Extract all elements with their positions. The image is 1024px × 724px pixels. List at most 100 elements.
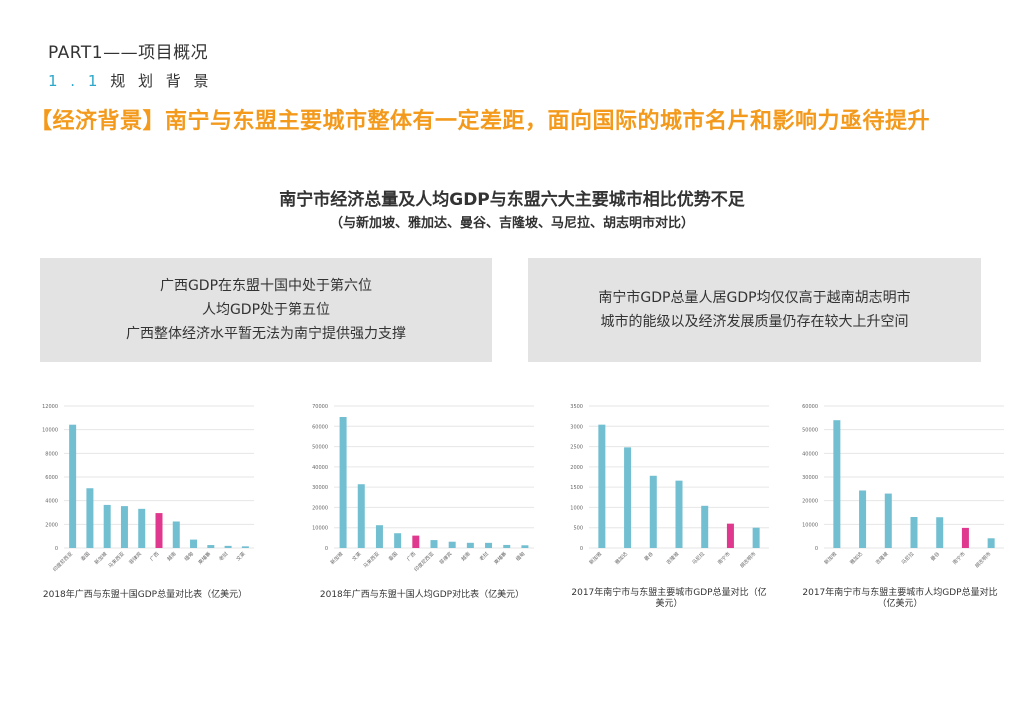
x-tick-label: 文莱 bbox=[235, 550, 247, 562]
bar-印度尼西亚 bbox=[69, 424, 77, 548]
summary-box-left: 广西GDP在东盟十国中处于第六位 人均GDP处于第五位 广西整体经济水平暂无法为… bbox=[40, 258, 492, 362]
bar-老挝 bbox=[224, 545, 232, 548]
bar-泰国 bbox=[86, 488, 94, 548]
y-tick-label: 1000 bbox=[570, 505, 583, 511]
x-tick-label: 马来西亚 bbox=[362, 550, 381, 569]
bar-柬埔寨 bbox=[503, 544, 511, 548]
y-tick-label: 3000 bbox=[570, 424, 583, 430]
bar-吉隆坡 bbox=[675, 480, 683, 548]
x-tick-label: 柬埔寨 bbox=[493, 550, 509, 566]
y-tick-label: 12000 bbox=[42, 404, 58, 410]
x-tick-label: 雅加达 bbox=[848, 550, 864, 566]
bar-老挝 bbox=[485, 542, 493, 548]
bar-缅甸 bbox=[190, 539, 198, 548]
y-tick-label: 0 bbox=[325, 546, 328, 552]
chart-caption-per-capita-2018: 2018年广西与东盟十国人均GDP对比表（亿美元） bbox=[319, 590, 525, 600]
y-tick-label: 3500 bbox=[570, 404, 583, 410]
summary-right-line2: 城市的能级以及经济发展质量仍存在较大上升空间 bbox=[600, 314, 909, 330]
y-tick-label: 30000 bbox=[312, 485, 328, 491]
bar-缅甸 bbox=[521, 545, 529, 548]
x-tick-label: 泰国 bbox=[387, 550, 399, 562]
x-tick-label: 越南 bbox=[460, 550, 472, 562]
y-tick-label: 50000 bbox=[802, 428, 818, 434]
bar-chart-city-gdp-2017: 0 500 1000 1500 2000 2500 3000 3500 新加坡 雅加达 曼谷 吉隆坡马… bbox=[570, 404, 769, 570]
y-tick-label: 30000 bbox=[802, 475, 818, 481]
x-tick-label: 老挝 bbox=[478, 550, 490, 562]
y-tick-label: 60000 bbox=[312, 424, 328, 430]
bar-雅加达 bbox=[859, 490, 867, 548]
summary-right-line1: 南宁市GDP总量人居GDP均仅仅高于越南胡志明市 bbox=[598, 290, 911, 306]
y-tick-label: 40000 bbox=[802, 451, 818, 457]
bar-马尼拉 bbox=[701, 505, 709, 548]
bar-曼谷 bbox=[936, 517, 944, 548]
y-tick-label: 40000 bbox=[312, 465, 328, 471]
summary-left-line2: 人均GDP处于第五位 bbox=[201, 302, 331, 318]
summary-left-line1: 广西GDP在东盟十国中处于第六位 bbox=[159, 278, 373, 294]
x-tick-label: 马尼拉 bbox=[691, 550, 707, 566]
bar-chart-gdp-2018: 0 2000 4000 6000 8000 10000 12000 印度尼西亚 泰国 新加坡马来西… bbox=[42, 404, 254, 573]
y-tick-label: 10000 bbox=[312, 526, 328, 532]
bar-菲律宾 bbox=[448, 541, 456, 548]
y-tick-label: 1500 bbox=[570, 485, 583, 491]
bar-广西 bbox=[412, 535, 420, 548]
bar-新加坡 bbox=[103, 504, 111, 548]
chart-heading: 南宁市经济总量及人均GDP与东盟六大主要城市相比优势不足 bbox=[279, 190, 745, 210]
bar-曼谷 bbox=[649, 475, 657, 548]
y-tick-label: 2500 bbox=[570, 445, 583, 451]
x-tick-label: 泰国 bbox=[79, 550, 91, 562]
y-tick-label: 6000 bbox=[45, 475, 58, 481]
x-tick-label: 缅甸 bbox=[183, 550, 195, 562]
summary-left-line3: 广西整体经济水平暂无法为南宁提供强力支撑 bbox=[126, 326, 406, 342]
bar-印度尼西亚 bbox=[430, 540, 438, 548]
x-tick-label: 广西 bbox=[148, 550, 160, 562]
y-tick-label: 10000 bbox=[42, 428, 58, 434]
x-tick-label: 曼谷 bbox=[929, 550, 941, 562]
y-tick-label: 10000 bbox=[802, 522, 818, 528]
bar-广西 bbox=[155, 513, 163, 548]
bar-菲律宾 bbox=[138, 508, 146, 548]
section-title: 1 . 1 规 划 背 景 bbox=[48, 70, 213, 91]
x-tick-label: 新加坡 bbox=[588, 550, 604, 566]
y-tick-label: 70000 bbox=[312, 404, 328, 410]
bar-越南 bbox=[466, 542, 474, 548]
bar-chart-per-capita-2018: 0 10000 20000 30000 40000 50000 60000 70000 新加坡文… bbox=[312, 404, 534, 573]
bar-南宁市 bbox=[726, 523, 734, 548]
y-tick-label: 60000 bbox=[802, 404, 818, 410]
x-tick-label: 胡志明市 bbox=[973, 550, 992, 569]
y-tick-label: 0 bbox=[55, 546, 58, 552]
x-tick-label: 越南 bbox=[166, 550, 178, 562]
part-title: PART1——项目概况 bbox=[48, 43, 209, 63]
y-tick-label: 0 bbox=[815, 546, 818, 552]
bar-马来西亚 bbox=[120, 506, 128, 548]
x-tick-label: 印度尼西亚 bbox=[413, 550, 436, 573]
y-tick-label: 20000 bbox=[802, 499, 818, 505]
chart-subheading: （与新加坡、雅加达、曼谷、吉隆坡、马尼拉、胡志明市对比） bbox=[329, 216, 694, 231]
x-tick-label: 马尼拉 bbox=[900, 550, 916, 566]
y-tick-label: 20000 bbox=[312, 505, 328, 511]
x-tick-label: 胡志明市 bbox=[738, 550, 757, 569]
x-tick-label: 文莱 bbox=[351, 550, 363, 562]
headline: 【经济背景】南宁与东盟主要城市整体有一定差距，面向国际的城市名片和影响力亟待提升 bbox=[30, 109, 931, 134]
y-tick-label: 2000 bbox=[570, 465, 583, 471]
x-tick-label: 南宁市 bbox=[951, 550, 967, 566]
bar-马来西亚 bbox=[375, 525, 383, 548]
x-tick-label: 新加坡 bbox=[823, 550, 839, 566]
bar-雅加达 bbox=[624, 447, 632, 548]
x-tick-label: 老挝 bbox=[217, 550, 229, 562]
y-tick-label: 2000 bbox=[45, 522, 58, 528]
summary-box-right: 南宁市GDP总量人居GDP均仅仅高于越南胡志明市 城市的能级以及经济发展质量仍存… bbox=[528, 258, 981, 362]
y-tick-label: 50000 bbox=[312, 445, 328, 451]
bar-新加坡 bbox=[598, 424, 606, 548]
y-tick-label: 0 bbox=[580, 546, 583, 552]
bar-chart-city-per-capita-2017: 0 10000 20000 30000 40000 50000 60000 新加坡 雅加达 吉隆坡… bbox=[802, 404, 1004, 570]
chart-caption-city-per-capita-2017: 2017年南宁市与东盟主要城市人均GDP总量对比（亿美元） bbox=[802, 588, 998, 609]
bar-新加坡 bbox=[833, 420, 841, 548]
bar-文莱 bbox=[241, 546, 249, 548]
chart-caption-gdp-2018: 2018年广西与东盟十国GDP总量对比表（亿美元） bbox=[42, 590, 248, 600]
x-tick-label: 吉隆坡 bbox=[665, 550, 681, 566]
bar-南宁市 bbox=[961, 527, 969, 548]
x-tick-label: 柬埔寨 bbox=[197, 550, 213, 566]
x-tick-label: 南宁市 bbox=[716, 550, 732, 566]
x-tick-label: 缅甸 bbox=[514, 550, 526, 562]
bar-胡志明市 bbox=[752, 527, 760, 548]
